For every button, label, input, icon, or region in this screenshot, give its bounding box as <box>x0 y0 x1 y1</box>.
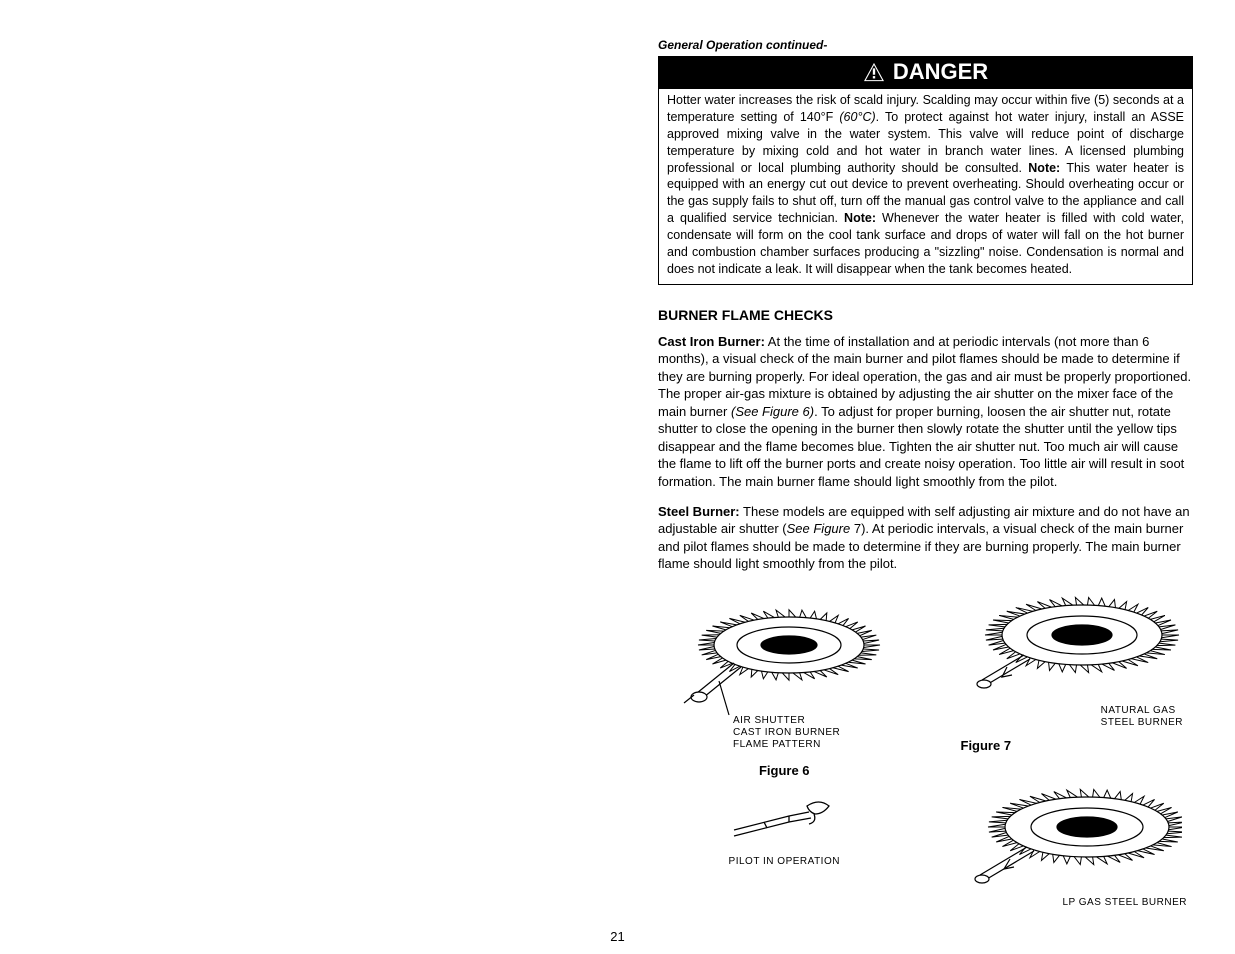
cap-pilot: PILOT IN OPERATION <box>729 856 840 869</box>
lp-gas-burner-icon <box>952 767 1182 897</box>
danger-box: DANGER Hotter water increases the risk o… <box>658 56 1193 285</box>
cap-nat-l2: STEEL BURNER <box>1101 717 1183 730</box>
content-column: General Operation continued- DANGER Hott… <box>658 38 1193 909</box>
warning-triangle-icon <box>863 62 885 82</box>
steel-figref: See Figure <box>787 521 851 536</box>
danger-temp-c: (60°C) <box>839 110 875 124</box>
cast-iron-burner-icon: AIR SHUTTER CAST IRON BURNER FLAME PATTE… <box>679 585 889 755</box>
pilot-icon <box>719 792 849 852</box>
section-heading: BURNER FLAME CHECKS <box>658 307 1193 323</box>
page: General Operation continued- DANGER Hott… <box>0 0 1235 954</box>
cap-cast-l1: AIR SHUTTER <box>733 715 805 726</box>
steel-seven: 7 <box>850 521 861 536</box>
figure-7-label: Figure 7 <box>961 738 1012 753</box>
danger-note1: Note: <box>1028 161 1060 175</box>
cast-figref: (See Figure 6) <box>731 404 814 419</box>
natural-gas-burner-icon <box>952 585 1182 705</box>
figure-6-column: AIR SHUTTER CAST IRON BURNER FLAME PATTE… <box>658 585 911 910</box>
danger-body: Hotter water increases the risk of scald… <box>659 89 1192 284</box>
cap-lp: LP GAS STEEL BURNER <box>1062 897 1187 910</box>
danger-banner-text: DANGER <box>893 59 988 85</box>
figures-row: AIR SHUTTER CAST IRON BURNER FLAME PATTE… <box>658 585 1193 910</box>
steel-label: Steel Burner: <box>658 504 740 519</box>
figure-6-label: Figure 6 <box>759 763 810 778</box>
cap-nat-l1: NATURAL GAS <box>1101 705 1183 718</box>
figure-7-column: NATURAL GAS STEEL BURNER Figure 7 <box>941 585 1194 910</box>
page-number: 21 <box>0 929 1235 944</box>
cap-cast-l3: FLAME PATTERN <box>733 739 821 750</box>
danger-banner: DANGER <box>659 57 1192 89</box>
cap-cast-l2: CAST IRON BURNER <box>733 727 840 738</box>
continued-header: General Operation continued- <box>658 38 1193 52</box>
cast-label: Cast Iron Burner: <box>658 334 765 349</box>
danger-note2: Note: <box>844 211 876 225</box>
cast-iron-para: Cast Iron Burner: At the time of install… <box>658 333 1193 491</box>
steel-para: Steel Burner: These models are equipped … <box>658 503 1193 573</box>
